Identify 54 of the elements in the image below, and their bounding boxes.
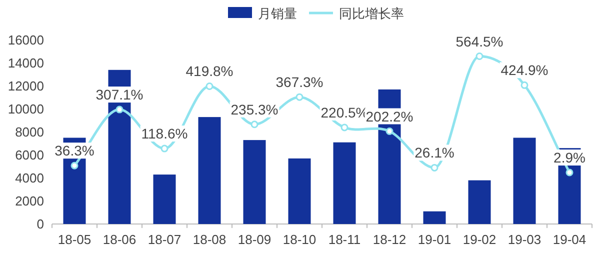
bar <box>468 180 491 224</box>
data-label: 419.8% <box>186 63 234 80</box>
data-label: 26.1% <box>414 144 454 161</box>
y-tick-label: 14000 <box>8 56 44 70</box>
point <box>476 52 484 60</box>
data-label: 2.9% <box>554 150 586 166</box>
y-tick-label: 10000 <box>8 102 44 116</box>
x-tick-label: 18-09 <box>238 232 272 247</box>
x-tick-label: 19-02 <box>462 232 496 247</box>
x-tick-label: 18-12 <box>372 232 406 247</box>
bar <box>333 142 356 224</box>
x-tick-label: 18-11 <box>328 232 361 247</box>
point <box>340 124 348 132</box>
point <box>160 144 168 152</box>
y-tick-label: 0 <box>36 216 44 232</box>
bar <box>288 158 311 224</box>
x-tick-label: 18-07 <box>148 232 182 247</box>
point <box>250 120 258 128</box>
point <box>296 93 304 101</box>
x-tick-label: 19-01 <box>418 232 452 247</box>
x-tick-label: 19-04 <box>552 232 586 247</box>
x-tick-label: 18-08 <box>192 232 226 247</box>
bar <box>198 117 221 224</box>
data-label: 424.9% <box>500 62 548 78</box>
bar <box>513 138 536 224</box>
x-tick-label: 19-03 <box>508 232 542 247</box>
data-label: 235.3% <box>230 101 278 118</box>
point <box>70 162 78 170</box>
point <box>116 106 124 114</box>
point <box>386 128 394 136</box>
data-label: 564.5% <box>456 33 504 50</box>
data-label: 118.6% <box>141 126 188 142</box>
y-tick-label: 6000 <box>15 148 44 162</box>
y-tick-label: 8000 <box>15 124 44 140</box>
legend-label: 同比增长率 <box>339 6 404 21</box>
x-tick-label: 18-05 <box>58 232 92 247</box>
data-label: 36.3% <box>54 142 94 159</box>
y-tick-label: 4000 <box>15 170 44 186</box>
x-tick-label: 18-06 <box>102 232 136 247</box>
y-tick-label: 16000 <box>8 32 44 48</box>
y-tick-label: 12000 <box>8 78 44 94</box>
y-tick-label: 2000 <box>15 194 44 208</box>
point <box>206 82 214 90</box>
bar <box>243 140 266 224</box>
bar <box>423 211 446 224</box>
data-label: 202.2% <box>366 108 414 124</box>
data-label: 367.3% <box>276 74 324 90</box>
point <box>566 168 574 176</box>
data-label: 307.1% <box>96 86 144 103</box>
legend-label: 月销量 <box>258 6 297 21</box>
bar <box>153 174 176 224</box>
x-tick-label: 18-10 <box>282 232 316 247</box>
point <box>430 164 438 172</box>
point <box>520 81 528 89</box>
